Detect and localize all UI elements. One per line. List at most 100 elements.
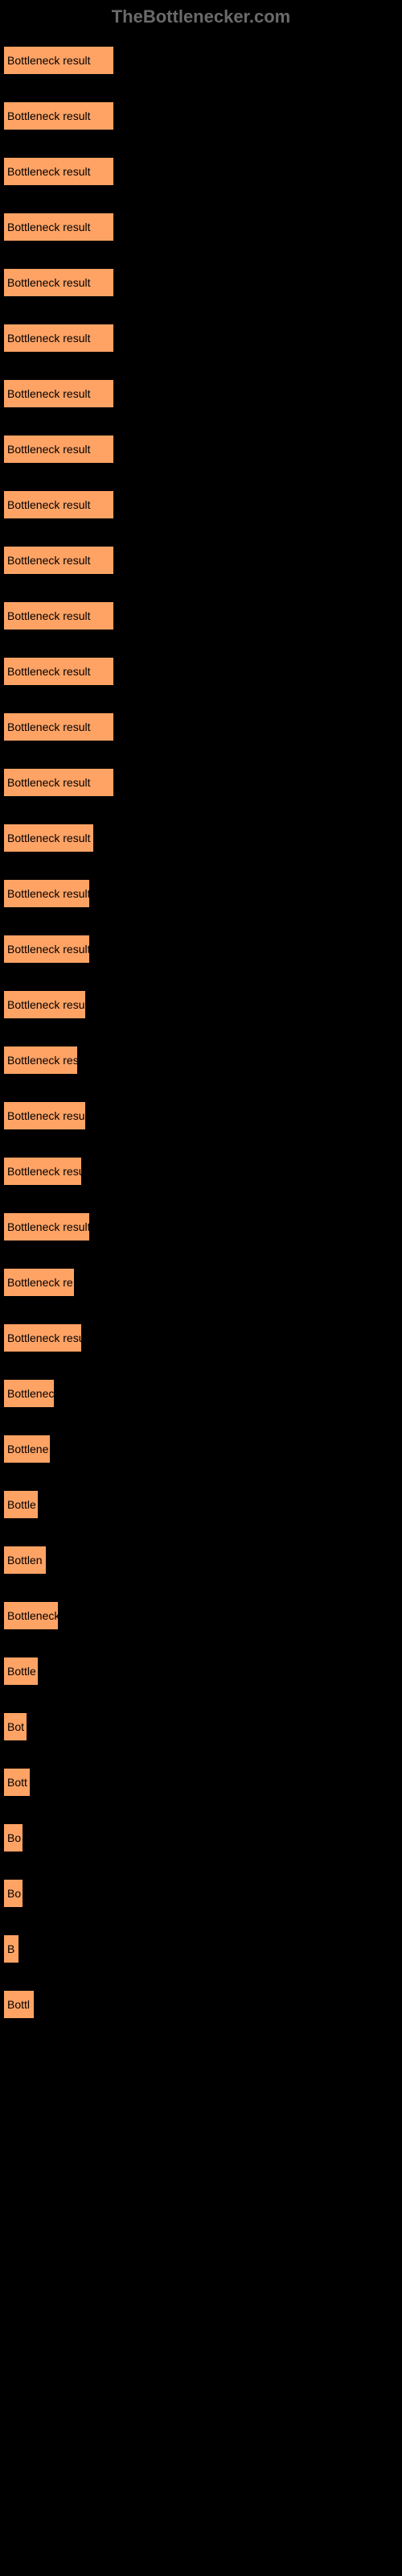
bar-label: Bottlen [7,1554,43,1567]
bar-label: Bott [7,1776,27,1789]
bar-label: Bottleneck result [7,332,91,345]
bar-top-label [3,253,399,266]
bar-label: Bo [7,1831,21,1844]
bar-top-label [3,753,399,766]
bar-label: Bottlene [7,1443,48,1455]
bar: Bottleneck result [3,379,114,408]
bar-row: Bo [3,1864,399,1908]
bar-label: Bottleneck result [7,998,86,1011]
bar: Bottleneck result [3,712,114,741]
bar: Bottlen [3,1546,47,1575]
bar-top-label [3,364,399,377]
bar: Bottleneck result [3,324,114,353]
bar: Bottleneck result [3,879,90,908]
bar: Bo [3,1879,23,1908]
bar-label: Bottleneck resu [7,1165,82,1178]
bar-label: Bot [7,1720,24,1733]
bar-top-label [3,1864,399,1876]
bar: Bottleneck res [3,1046,78,1075]
bar: Bottlenec [3,1379,55,1408]
bar-label: Bottl [7,1998,30,2011]
bar-row: B [3,1919,399,1963]
bar: Bottleneck result [3,1212,90,1241]
bar-row: Bottleneck result [3,142,399,186]
bar-row: Bo [3,1808,399,1852]
bar-row: Bottleneck result [3,253,399,297]
bar-label: Bottleneck result [7,776,91,789]
bar-top-label [3,1808,399,1821]
bar: Bottleneck result [3,490,114,519]
bar-label: Bottleneck result [7,832,91,844]
bar: Bottleneck result [3,935,90,964]
bar-label: Bottleneck result [7,943,90,956]
bar-top-label [3,1030,399,1043]
bar: Bottleneck result [3,268,114,297]
bar-top-label [3,1308,399,1321]
bar-row: Bottleneck result [3,808,399,852]
bar-top-label [3,86,399,99]
bar-label: Bottleneck result [7,221,91,233]
bar-row: Bottleneck result [3,586,399,630]
bar-top-label [3,1364,399,1377]
bar-label: Bottleneck result [7,276,91,289]
bar-row: Bottleneck result [3,308,399,353]
bar-row: Bottle [3,1641,399,1686]
bar-label: B [7,1942,14,1955]
bar-top-label [3,1141,399,1154]
bar-row: Bottle [3,1475,399,1519]
bar-row: Bottleneck result [3,86,399,130]
bar: Bottlene [3,1435,51,1463]
bar-top-label [3,642,399,654]
bar-row: Bot [3,1697,399,1741]
bar-label: Bottle [7,1665,36,1678]
bar: Bottleneck result [3,824,94,852]
bar-top-label [3,1641,399,1654]
bar-row: Bottlen [3,1530,399,1575]
bar-label: Bottleneck result [7,720,91,733]
bar: Bottleneck result [3,435,114,464]
bar-top-label [3,975,399,988]
bar-row: Bottlene [3,1419,399,1463]
bar-top-label [3,475,399,488]
bar: Bottleneck result [3,213,114,242]
bar-row: Bottleneck result [3,697,399,741]
bar-label: Bottleneck result [7,387,91,400]
bar-top-label [3,697,399,710]
bar-top-label [3,1586,399,1599]
bar: Bottle [3,1657,39,1686]
bar-top-label [3,1919,399,1932]
site-title: TheBottlenecker.com [112,6,291,27]
bar-row: Bottleneck [3,1586,399,1630]
bar-label: Bottleneck res [7,1054,78,1067]
bar-row: Bottleneck resul [3,1308,399,1352]
bar-row: Bottlenec [3,1364,399,1408]
bar-top-label [3,1975,399,1988]
bar: Bottleneck resu [3,1157,82,1186]
bar-label: Bottleneck result [7,887,90,900]
bar: Bottleneck result [3,157,114,186]
bar-row: Bottleneck result [3,1197,399,1241]
bar-row: Bottleneck resu [3,1141,399,1186]
bar-top-label [3,142,399,155]
bar-label: Bottleneck result [7,443,91,456]
bar-row: Bottleneck result [3,753,399,797]
bar-row: Bottleneck result [3,864,399,908]
bar-row: Bottleneck result [3,975,399,1019]
bar: Bottleneck result [3,768,114,797]
bar-top-label [3,1086,399,1099]
bar-row: Bottleneck result [3,642,399,686]
bar-row: Bottleneck result [3,31,399,75]
bar-label: Bottleneck result [7,665,91,678]
bar-top-label [3,1697,399,1710]
bar-row: Bottleneck res [3,1030,399,1075]
bar-top-label [3,1253,399,1265]
bar-label: Bottle [7,1498,36,1511]
bar-top-label [3,197,399,210]
bar-row: Bottleneck result [3,919,399,964]
bar-label: Bottleneck result [7,165,91,178]
bar-label: Bottleneck [7,1609,59,1622]
bar-chart: Bottleneck result Bottleneck result Bottle… [0,31,402,2046]
bar: Bottleneck result [3,546,114,575]
bar-row: Bottleneck result [3,475,399,519]
bar-row: Bottleneck re [3,1253,399,1297]
